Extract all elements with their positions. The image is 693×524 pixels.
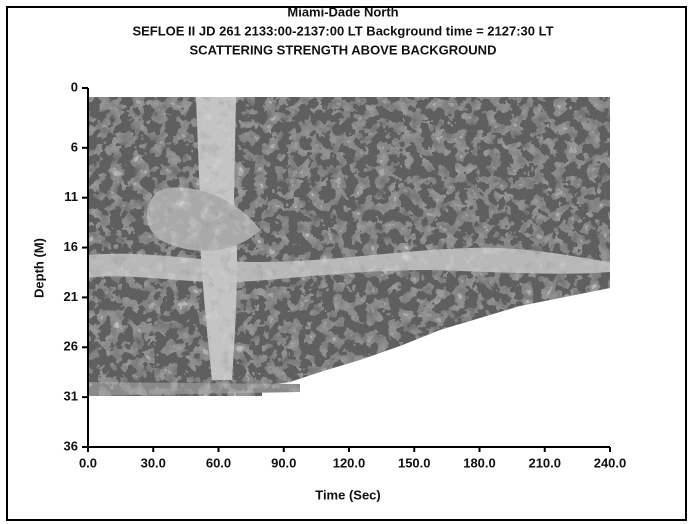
y-tick-label: 16 — [64, 239, 78, 254]
scatter-region — [88, 97, 610, 396]
y-tick-label: 26 — [64, 339, 78, 354]
y-tick-label: 31 — [64, 389, 78, 404]
echogram — [88, 97, 610, 396]
frame — [6, 6, 687, 521]
y-tick-label: 0 — [71, 79, 78, 94]
x-axis-label: Time (Sec) — [315, 487, 381, 502]
x-tick-label: 180.0 — [463, 455, 496, 470]
x-tick-label: 0.0 — [79, 455, 97, 470]
x-tick-label: 150.0 — [398, 455, 431, 470]
y-tick-label: 21 — [64, 289, 78, 304]
x-tick-label: 210.0 — [528, 455, 561, 470]
scatter-patch — [146, 187, 260, 251]
y-tick-label: 36 — [64, 438, 78, 453]
x-tick-label: 60.0 — [206, 455, 231, 470]
y-tick-label: 11 — [64, 189, 78, 204]
x-tick-label: 90.0 — [271, 455, 296, 470]
y-tick-label: 6 — [71, 139, 78, 154]
chart-subtitle: SEFLOE II JD 261 2133:00-2137:00 LT Back… — [132, 23, 553, 38]
x-tick-label: 30.0 — [141, 455, 166, 470]
scatter-edge — [88, 382, 300, 396]
chart-subtitle: SCATTERING STRENGTH ABOVE BACKGROUND — [190, 42, 497, 57]
x-tick-label: 240.0 — [594, 455, 627, 470]
x-tick-label: 120.0 — [333, 455, 366, 470]
chart-title: Miami-Dade North — [287, 4, 398, 19]
y-axis-label: Depth (M) — [31, 238, 46, 298]
